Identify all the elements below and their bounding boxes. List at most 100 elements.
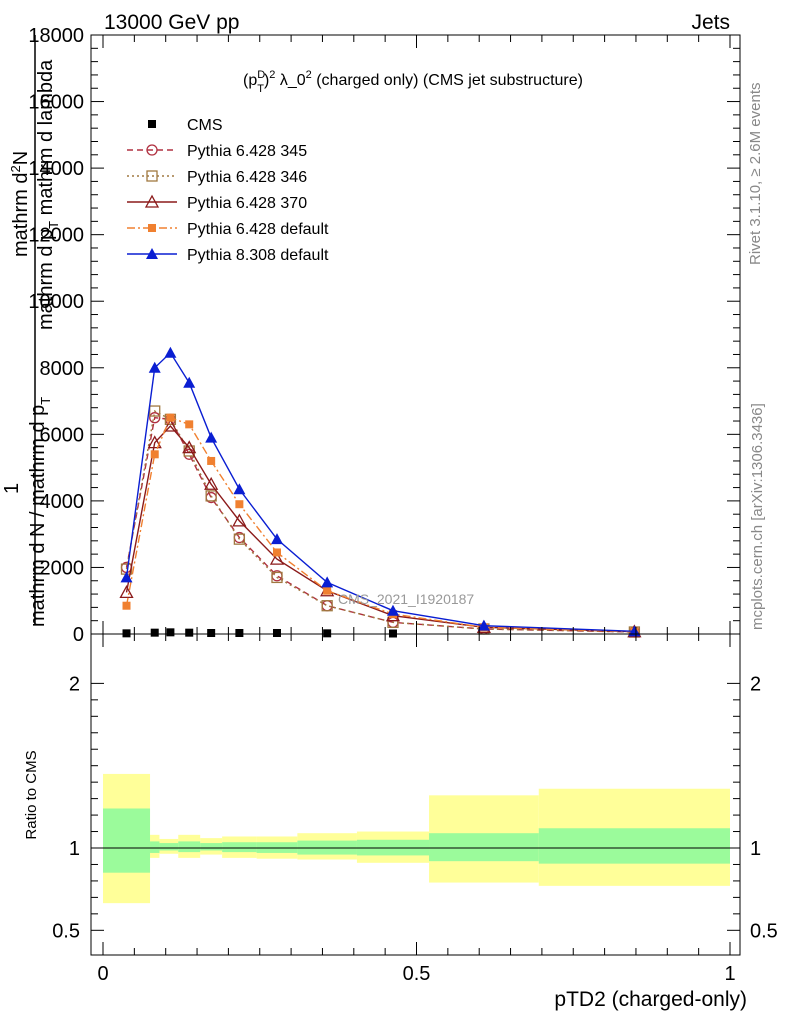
data-point: [185, 628, 194, 637]
legend-marker: [144, 194, 160, 208]
data-point: [149, 412, 161, 424]
data-point: [205, 431, 218, 443]
data-point: [205, 490, 217, 502]
watermark-label: CMS_2021_I1920187: [338, 591, 474, 607]
data-point: [477, 619, 490, 631]
ratio-ytick-label-left: 1: [69, 838, 80, 860]
main-ytick-label: 14000: [28, 158, 84, 180]
ratio-xtick-label: 0: [97, 963, 108, 985]
data-point: [321, 600, 333, 612]
ylabel-numerator: mathrm d2N: [8, 151, 32, 257]
legend-marker: [146, 144, 158, 156]
main-panel: 0 2000 4000 6000 8000 10000 12000 14000 16000 180…: [28, 25, 741, 646]
data-point: [148, 361, 161, 373]
data-point: [185, 420, 194, 429]
main-ytick-label: 8000: [40, 358, 85, 380]
main-ytick-label: 2000: [40, 557, 85, 579]
ylabel-one: 1: [1, 483, 23, 494]
legend-label: Pythia 6.428 default: [187, 221, 329, 238]
ylabel-denominator: mathrm d pT mathrm d lambda: [35, 59, 61, 330]
legend-entry: Pythia 8.308 default: [127, 247, 329, 264]
ratio-ytick-label-right: 1: [750, 838, 761, 860]
data-point: [235, 500, 244, 509]
data-point: [164, 346, 177, 358]
data-point: [321, 576, 334, 588]
data-point: [270, 533, 283, 545]
main-ytick-label: 6000: [40, 424, 85, 446]
ratio-axis-ticks: 0.5 0.5 1 1 2 2 0 0.5 1: [52, 634, 778, 985]
data-point: [182, 440, 197, 454]
main-y-axis-label: mathrm d2N mathrm d pT mathrm d lambda 1…: [1, 35, 61, 627]
ratio-xtick-label: 1: [724, 963, 735, 985]
data-point: [166, 628, 175, 637]
ratio-ytick-label-right: 2: [750, 673, 761, 695]
series-line: [125, 409, 635, 633]
ratio-frame: [90, 633, 741, 956]
ratio-band-green: [222, 842, 257, 853]
legend-marker: [146, 170, 158, 182]
main-ytick-label: 10000: [28, 291, 84, 313]
data-point: [233, 483, 246, 495]
main-ytick-label: 12000: [28, 225, 84, 247]
ylabel-lower: mathrm d N / mathrm d pT: [27, 397, 53, 627]
data-point: [272, 548, 281, 557]
ratio-band-green: [150, 841, 160, 853]
main-axis-ticks: 0 2000 4000 6000 8000 10000 12000 14000 16000 180…: [28, 25, 740, 646]
data-point: [323, 586, 332, 595]
ratio-band-green: [103, 808, 151, 873]
energy-label: 13000 GeV pp: [104, 11, 239, 34]
process-label: Jets: [691, 11, 730, 34]
data-point: [122, 601, 131, 610]
x-axis-label: pTD2 (charged-only): [554, 988, 747, 1011]
data-point: [321, 600, 333, 612]
series-line: [125, 351, 635, 633]
data-point: [235, 629, 244, 638]
data-point: [150, 628, 159, 637]
data-point: [147, 435, 162, 449]
legend-label: Pythia 6.428 345: [187, 143, 307, 160]
series-pythia-8-308-default: [120, 346, 641, 637]
rivet-label: Rivet 3.1.10, ≥ 2.6M events: [747, 83, 764, 266]
ratio-y-axis-label: Ratio to CMS: [23, 750, 40, 839]
main-ytick-label: 18000: [28, 25, 84, 47]
data-point: [163, 418, 178, 432]
legend-label: Pythia 6.428 370: [187, 195, 307, 212]
ratio-band-green: [159, 843, 179, 851]
data-point: [386, 604, 399, 616]
ratio-ytick-label-right: 0.5: [750, 920, 778, 942]
data-point: [323, 629, 332, 638]
legend: CMS Pythia 6.428 345 Pythia 6.428 346 Pythi…: [127, 117, 329, 264]
data-point: [183, 376, 196, 388]
ratio-band-green: [178, 841, 201, 853]
legend-marker: [148, 120, 156, 128]
legend-label: Pythia 6.428 346: [187, 169, 307, 186]
data-point: [122, 629, 131, 638]
legend-entry: Pythia 6.428 default: [127, 221, 329, 238]
data-point: [207, 456, 216, 465]
legend-entry: Pythia 6.428 370: [127, 194, 307, 212]
data-point: [269, 551, 285, 565]
legend-label: CMS: [187, 117, 223, 134]
legend-marker: [146, 248, 158, 259]
ratio-band-green: [538, 828, 730, 864]
ratio-band-green: [429, 833, 539, 862]
data-point: [272, 629, 281, 638]
data-point: [119, 585, 134, 599]
ratio-plot-area: [103, 773, 730, 904]
ratio-ytick-label-left: 2: [69, 673, 80, 695]
data-point: [149, 405, 161, 417]
data-point: [271, 571, 283, 584]
ratio-band-green: [200, 843, 223, 851]
data-point: [166, 413, 175, 422]
data-point: [232, 513, 247, 527]
ratio-ytick-label-left: 0.5: [52, 920, 80, 942]
data-point: [150, 450, 159, 459]
ratio-xtick-label: 0.5: [403, 963, 431, 985]
legend-entry: Pythia 6.428 345: [127, 143, 307, 160]
main-ytick-label: 16000: [28, 92, 84, 114]
legend-entry: CMS: [148, 117, 223, 134]
legend-marker: [148, 224, 156, 232]
chart-title: (pD T)2 λ_02 (charged only) (CMS jet subs…: [243, 69, 583, 95]
main-plot-area: [119, 346, 642, 638]
